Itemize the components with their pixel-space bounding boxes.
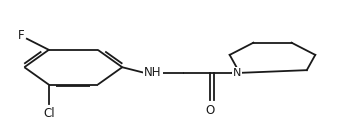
Text: F: F xyxy=(18,29,24,42)
Text: NH: NH xyxy=(144,66,161,79)
Text: O: O xyxy=(205,104,215,117)
Text: Cl: Cl xyxy=(43,107,55,120)
Text: N: N xyxy=(233,68,241,78)
